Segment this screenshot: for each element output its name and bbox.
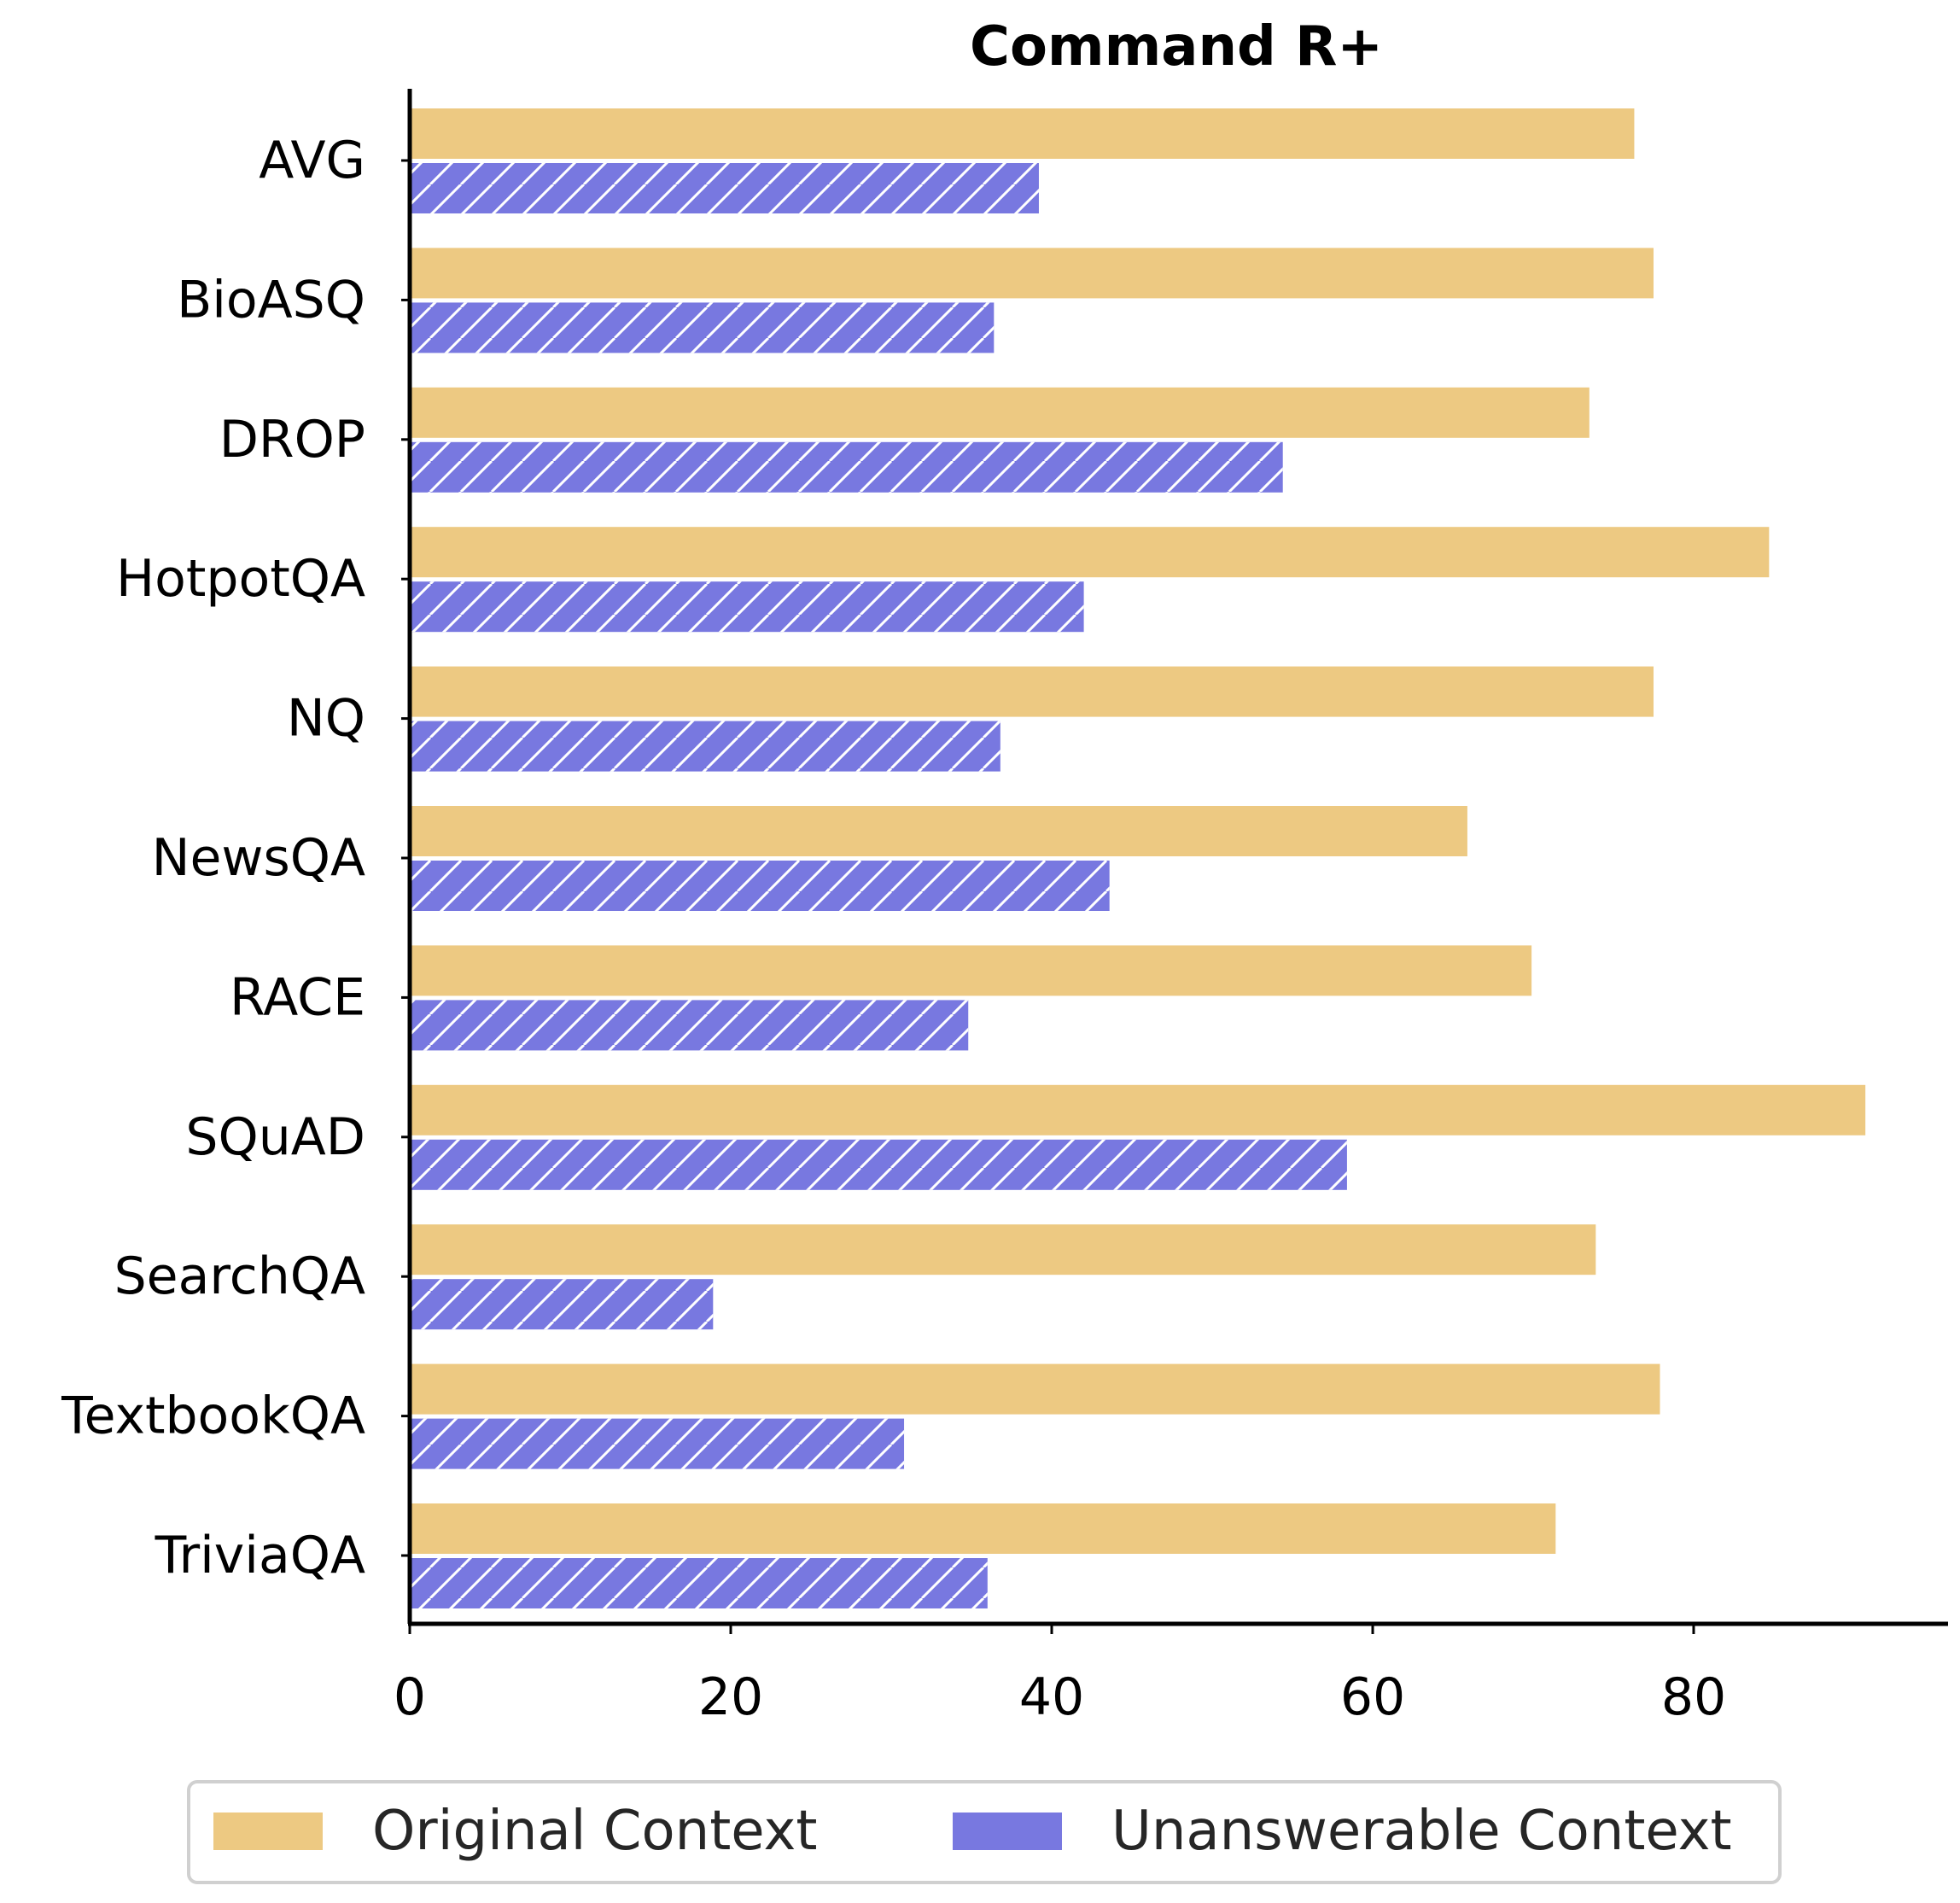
y-tick-label: NewsQA <box>152 828 365 888</box>
x-axis-ticks: 0 20 40 60 80 <box>394 1624 1726 1727</box>
x-tick-label: 40 <box>1019 1667 1084 1727</box>
bar-hatch-drop <box>410 441 1283 493</box>
chart-title: Command R+ <box>970 15 1383 79</box>
bar-original-newsqa <box>410 806 1467 856</box>
bar-original-avg <box>410 108 1635 159</box>
bar-original-drop <box>410 387 1590 438</box>
legend-label-unanswerable: Unanswerable Context <box>1111 1800 1732 1863</box>
y-tick-label: NQ <box>287 689 365 749</box>
legend-swatch-unanswerable <box>953 1813 1062 1850</box>
x-tick-label: 0 <box>394 1667 426 1727</box>
bar-original-triviaqa <box>410 1503 1556 1554</box>
x-tick-label: 20 <box>698 1667 763 1727</box>
bar-hatch-race <box>410 1000 969 1051</box>
bar-original-squad <box>410 1084 1866 1135</box>
y-tick-label: SQuAD <box>185 1107 365 1167</box>
y-tick-label: AVG <box>259 131 365 190</box>
x-tick-label: 60 <box>1340 1667 1405 1727</box>
y-axis-ticks: AVG BioASQ DROP HotpotQA NQ NewsQA RACE SQuAD Se… <box>61 131 410 1585</box>
legend: Original Context Unanswerable Context <box>187 1780 1782 1884</box>
bar-hatch-textbookqa <box>410 1418 905 1469</box>
y-tick-label: TriviaQA <box>155 1526 365 1585</box>
y-tick-label: HotpotQA <box>116 549 365 609</box>
bar-original-textbookqa <box>410 1363 1660 1415</box>
bar-hatch-squad <box>410 1139 1347 1190</box>
bar-original-race <box>410 945 1532 996</box>
bar-hatch-nq <box>410 721 1000 772</box>
bar-hatch-hotpotqa <box>410 581 1084 633</box>
y-tick-label: SearchQA <box>114 1246 365 1306</box>
bar-original-searchqa <box>410 1224 1596 1275</box>
y-tick-label: DROP <box>219 410 365 470</box>
plot-area <box>410 108 1866 1608</box>
bar-hatch-newsqa <box>410 861 1110 911</box>
bar-hatch-bioasq <box>410 302 995 353</box>
y-tick-label: TextbookQA <box>61 1386 365 1446</box>
legend-swatch-original <box>213 1813 323 1850</box>
bar-original-hotpotqa <box>410 527 1770 578</box>
y-tick-label: BioASQ <box>177 270 365 330</box>
bar-hatch-avg <box>410 163 1039 213</box>
y-tick-label: RACE <box>230 967 365 1027</box>
bar-hatch-triviaqa <box>410 1558 988 1608</box>
legend-label-original: Original Context <box>372 1800 818 1863</box>
bar-hatch-searchqa <box>410 1279 714 1330</box>
bar-original-nq <box>410 666 1654 717</box>
x-tick-label: 80 <box>1661 1667 1726 1727</box>
bar-original-bioasq <box>410 248 1654 299</box>
